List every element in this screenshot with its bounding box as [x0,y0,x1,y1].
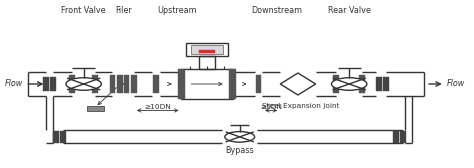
Bar [53,131,59,143]
Bar [131,75,137,93]
Bar [124,75,129,93]
Bar [92,75,98,93]
Bar [333,75,339,93]
Text: Flow: Flow [5,79,23,89]
Circle shape [225,132,255,142]
Bar [182,69,233,99]
Bar [87,106,104,111]
Bar [383,77,390,91]
Bar [117,75,123,93]
Bar [376,77,383,91]
Text: Rear Valve: Rear Valve [328,6,371,15]
Bar [229,69,236,99]
Bar [191,45,223,54]
Bar [359,75,365,93]
Text: Downstream: Downstream [251,6,302,15]
Bar [43,77,49,91]
Bar [186,43,228,56]
Text: Upstream: Upstream [157,6,197,15]
Bar [153,75,159,93]
Bar [60,131,66,143]
Text: Steel Expansion joint: Steel Expansion joint [262,103,339,109]
Bar [69,75,75,93]
Text: Filer: Filer [115,6,132,15]
Text: Front Valve: Front Valve [61,6,106,15]
Bar [178,69,185,99]
Text: Flow: Flow [447,79,465,89]
Circle shape [331,78,367,90]
Bar [199,50,216,53]
Bar [50,77,56,91]
Bar [255,75,261,93]
Bar [109,75,115,93]
Circle shape [66,78,101,90]
Text: Bypass: Bypass [225,146,254,155]
Bar [400,131,406,143]
Bar [393,131,399,143]
Text: ≥10DN: ≥10DN [145,104,171,110]
Text: ≥5DN: ≥5DN [260,104,282,110]
